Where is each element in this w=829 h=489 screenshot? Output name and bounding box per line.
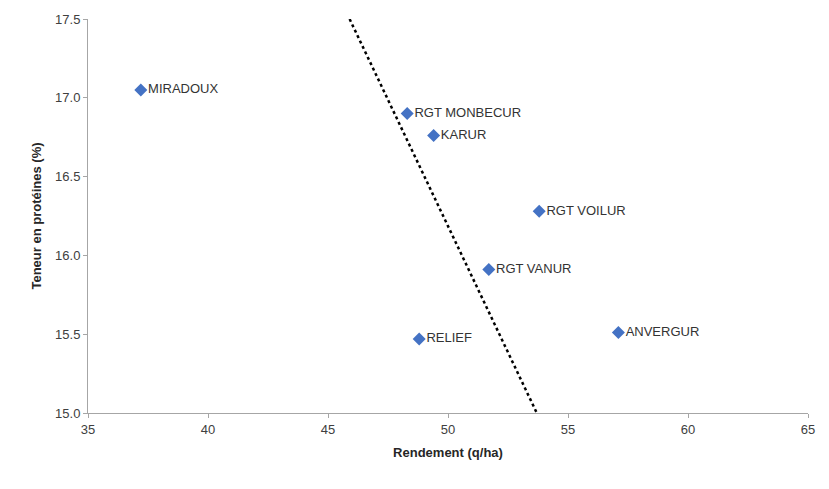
svg-text:35: 35: [81, 422, 95, 437]
svg-text:55: 55: [561, 422, 575, 437]
svg-text:RGT VOILUR: RGT VOILUR: [546, 203, 625, 218]
svg-text:16.0: 16.0: [55, 248, 80, 263]
svg-text:KARUR: KARUR: [441, 127, 487, 142]
svg-text:15.0: 15.0: [55, 406, 80, 421]
svg-text:45: 45: [321, 422, 335, 437]
svg-text:MIRADOUX: MIRADOUX: [148, 81, 218, 96]
svg-text:60: 60: [681, 422, 695, 437]
svg-text:40: 40: [201, 422, 215, 437]
svg-text:RGT VANUR: RGT VANUR: [496, 261, 571, 276]
svg-text:Teneur en protéines (%): Teneur en protéines (%): [29, 142, 44, 289]
svg-text:Rendement (q/ha): Rendement (q/ha): [393, 445, 503, 460]
svg-text:ANVERGUR: ANVERGUR: [626, 324, 700, 339]
svg-text:17.5: 17.5: [55, 12, 80, 27]
svg-text:50: 50: [441, 422, 455, 437]
svg-text:65: 65: [801, 422, 815, 437]
svg-text:16.5: 16.5: [55, 169, 80, 184]
svg-text:RELIEF: RELIEF: [426, 330, 472, 345]
svg-text:RGT MONBECUR: RGT MONBECUR: [414, 105, 521, 120]
svg-text:15.5: 15.5: [55, 327, 80, 342]
svg-text:17.0: 17.0: [55, 90, 80, 105]
